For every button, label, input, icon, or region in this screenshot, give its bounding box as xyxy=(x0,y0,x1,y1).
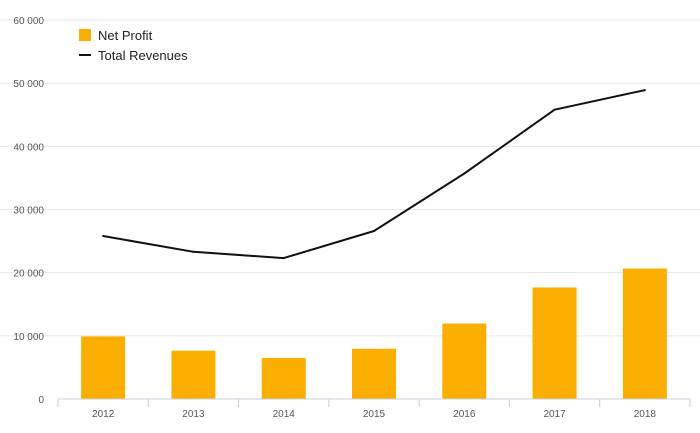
point-total-revenues xyxy=(102,235,105,238)
y-tick-label: 20 000 xyxy=(13,269,44,280)
bar-net-profit xyxy=(442,323,487,399)
point-total-revenues xyxy=(192,250,195,253)
y-tick-label: 10 000 xyxy=(13,332,44,343)
x-tick-label: 2016 xyxy=(453,409,476,420)
legend-label-net-profit: Net Profit xyxy=(98,28,153,43)
bar-net-profit xyxy=(622,268,667,399)
bar-net-profit xyxy=(81,336,126,399)
legend: Net Profit Total Revenues xyxy=(79,28,188,63)
point-total-revenues xyxy=(643,89,646,92)
y-tick-label: 40 000 xyxy=(13,142,44,153)
point-total-revenues xyxy=(553,108,556,111)
x-tick-label: 2015 xyxy=(363,409,386,420)
y-tick-label: 0 xyxy=(38,395,44,406)
bar-net-profit xyxy=(171,350,216,399)
y-tick-label: 60 000 xyxy=(13,16,44,27)
total-revenues-line xyxy=(102,89,646,260)
y-tick-label: 30 000 xyxy=(13,206,44,217)
x-tick-label: 2013 xyxy=(182,409,205,420)
point-total-revenues xyxy=(373,229,375,232)
x-axis: 2012 2013 2014 2015 2016 2017 2018 xyxy=(57,398,691,420)
x-tick-label: 2012 xyxy=(92,409,115,420)
bar-net-profit xyxy=(532,287,577,399)
bar-net-profit xyxy=(261,357,306,399)
legend-label-total-revenues: Total Revenues xyxy=(98,48,188,63)
bar-net-profit xyxy=(352,348,396,399)
line-total-revenues xyxy=(102,89,646,260)
x-tick-label: 2017 xyxy=(543,409,566,420)
net-profit-bars xyxy=(81,268,667,399)
point-total-revenues xyxy=(463,172,466,175)
gridlines xyxy=(0,19,700,337)
point-total-revenues xyxy=(282,257,285,260)
x-tick-label: 2018 xyxy=(634,409,657,420)
legend-swatch-net-profit xyxy=(79,29,91,41)
y-tick-label: 50 000 xyxy=(13,79,44,90)
x-tick-label: 2014 xyxy=(273,409,296,420)
y-axis-tick-labels: 0 10 000 20 000 30 000 40 000 50 000 60 000 xyxy=(13,16,44,406)
